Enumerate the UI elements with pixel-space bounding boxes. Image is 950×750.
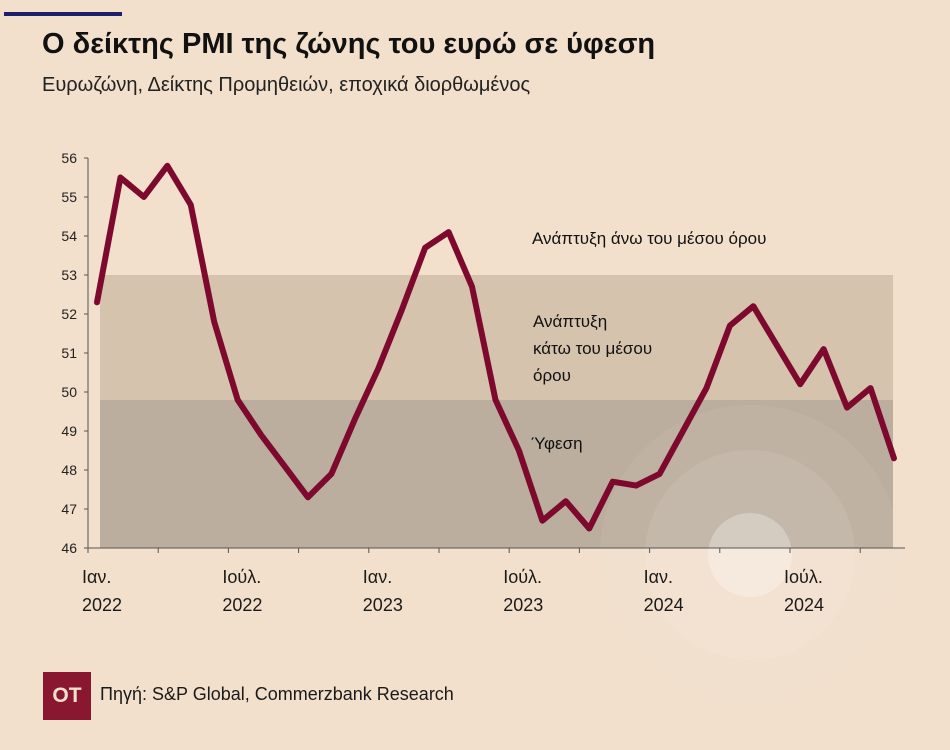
source-note: Πηγή: S&P Global, Commerzbank Research	[100, 684, 454, 704]
x-tick-label: Ιαν. 2023	[363, 563, 403, 619]
x-tick-year: 2024	[784, 595, 825, 615]
ot-logo: OT	[43, 672, 91, 720]
x-tick-label: Ιούλ. 2023	[503, 563, 543, 619]
y-tick-label: 48	[61, 462, 77, 478]
band-label-above-average: Ανάπτυξη άνω του μέσου όρου	[532, 229, 767, 248]
y-tick-label: 52	[61, 306, 77, 322]
x-tick-year: 2023	[362, 595, 403, 615]
x-tick-year: 2022	[82, 595, 123, 615]
x-tick-month: Ιούλ.	[503, 567, 543, 587]
x-tick-label: Ιούλ. 2022	[222, 563, 262, 619]
band-label-recession: Ύφεση	[531, 434, 583, 453]
decorative-circles	[600, 405, 900, 705]
y-tick-label: 46	[61, 540, 77, 556]
x-tick-label: Ιούλ. 2024	[784, 563, 824, 619]
x-tick-label: Ιαν. 2022	[82, 563, 122, 619]
accent-bar	[4, 12, 122, 16]
x-tick-month: Ιούλ.	[784, 567, 823, 587]
x-tick-month: Ιαν.	[643, 567, 674, 587]
band-recession	[100, 399, 893, 548]
y-tick-label: 49	[61, 423, 77, 439]
chart-subtitle: Ευρωζώνη, Δείκτης Προμηθειών, εποχικά δι…	[42, 74, 531, 96]
x-tick-month: Ιούλ.	[222, 567, 262, 587]
y-tick-label: 53	[61, 267, 77, 283]
band-label-below-average-1: Ανάπτυξη	[533, 312, 608, 331]
band-label-below-average-2: κάτω του μέσου	[533, 339, 653, 358]
x-tick-year: 2024	[643, 595, 684, 615]
x-tick-month: Ιαν.	[82, 567, 112, 587]
y-tick-label: 50	[61, 384, 77, 400]
x-tick-label: Ιαν. 2024	[644, 563, 684, 619]
y-tick-label: 55	[61, 189, 77, 205]
x-tick-year: 2022	[222, 595, 263, 615]
y-tick-label: 47	[61, 501, 77, 517]
y-tick-label: 56	[61, 150, 77, 166]
x-tick-year: 2023	[503, 595, 544, 615]
y-tick-label: 54	[61, 228, 77, 244]
band-label-below-average-3: όρου	[533, 366, 571, 385]
chart-title: Ο δείκτης PMI της ζώνης του ευρώ σε ύφεσ…	[42, 28, 656, 60]
y-tick-label: 51	[61, 345, 77, 361]
x-tick-month: Ιαν.	[362, 567, 393, 587]
